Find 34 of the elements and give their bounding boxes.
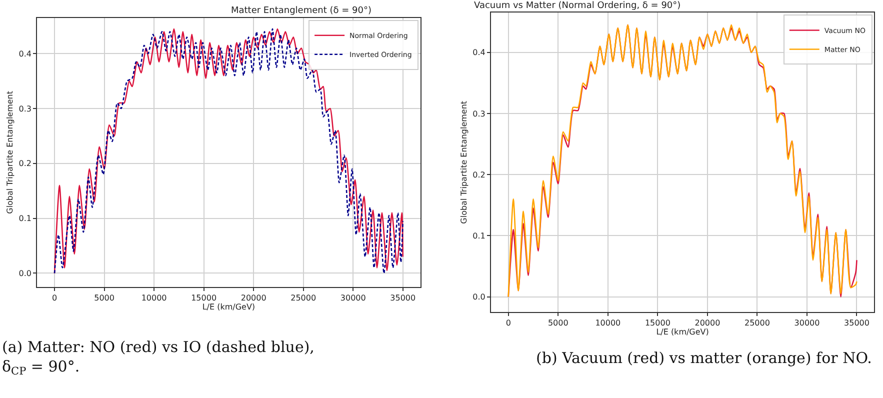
y-tick-label: 0.3 bbox=[472, 109, 486, 118]
text: (a) Matter: NO (red) vs IO (dashed blue), δ$_{CP}$ = 90°. bbox=[2, 338, 314, 378]
x-axis-title: L/E (km/GeV) bbox=[202, 302, 256, 312]
x-tick-label: 20000 bbox=[694, 318, 720, 328]
chart-title: Matter Entanglement (δ = 90°) bbox=[231, 6, 372, 16]
y-tick-label: 0.0 bbox=[18, 269, 32, 278]
y-tick-label: 0.0 bbox=[472, 292, 486, 302]
x-tick-label: 0 bbox=[52, 294, 58, 303]
x-tick-label: 15000 bbox=[191, 294, 217, 303]
y-axis-title: Global Tripartite Entanglement bbox=[459, 100, 468, 224]
x-tick-label: 35000 bbox=[844, 318, 870, 328]
x-tick-label: 35000 bbox=[390, 294, 416, 303]
y-tick-label: 0.1 bbox=[472, 231, 486, 240]
x-tick-label: 25000 bbox=[744, 318, 770, 328]
x-tick-label: 0 bbox=[506, 318, 511, 328]
x-tick-label: 30000 bbox=[794, 318, 820, 328]
y-tick-label: 0.4 bbox=[18, 49, 32, 58]
x-axis-title: L/E (km/GeV) bbox=[656, 328, 709, 337]
x-tick-label: 15000 bbox=[644, 318, 670, 328]
x-tick-label: 10000 bbox=[595, 318, 621, 328]
x-tick-label: 10000 bbox=[141, 294, 167, 303]
y-axis-title: Global Tripartite Entanglement bbox=[5, 90, 14, 214]
x-tick-label: 20000 bbox=[240, 294, 266, 303]
chart-title: Vacuum vs Matter (Normal Ordering, δ = 90°) bbox=[474, 1, 681, 11]
text: (b) Vacuum (red) vs matter (orange) for NO. bbox=[536, 349, 872, 367]
y-tick-label: 0.4 bbox=[472, 48, 486, 58]
x-tick-label: 5000 bbox=[94, 294, 114, 303]
x-tick-label: 25000 bbox=[290, 294, 316, 303]
x-tick-label: 5000 bbox=[548, 318, 568, 328]
y-tick-label: 0.2 bbox=[18, 159, 32, 168]
x-tick-label: 30000 bbox=[340, 294, 366, 303]
y-tick-label: 0.3 bbox=[18, 104, 32, 114]
y-tick-label: 0.1 bbox=[18, 214, 32, 224]
y-tick-label: 0.2 bbox=[472, 170, 486, 180]
